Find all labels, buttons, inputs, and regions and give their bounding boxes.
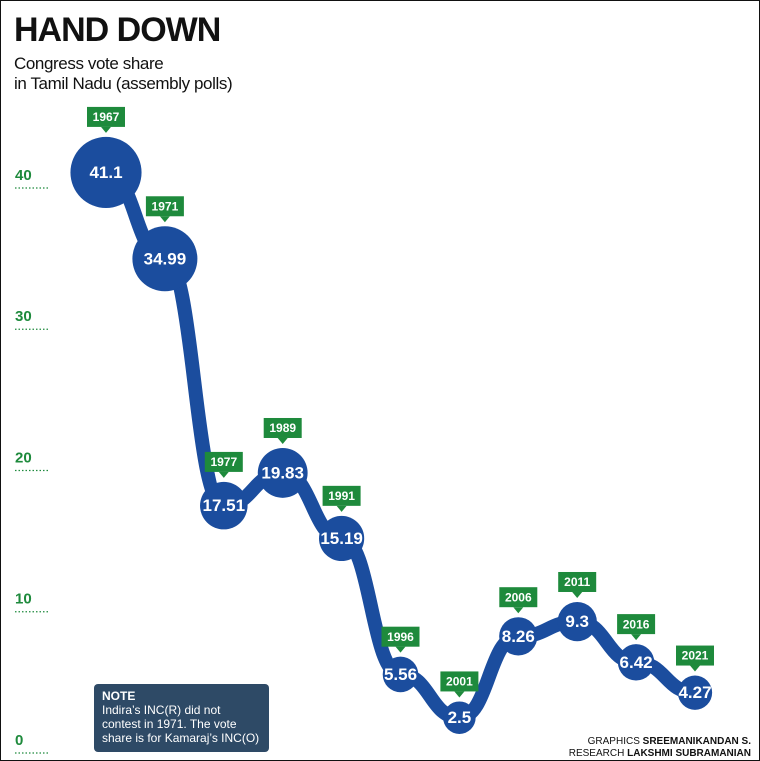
credit-name: LAKSHMI SUBRAMANIAN — [627, 748, 751, 759]
value-label: 41.1 — [89, 163, 122, 182]
year-tag-pointer — [631, 634, 642, 641]
value-label: 6.42 — [620, 653, 653, 672]
subtitle: in Tamil Nadu (assembly polls) — [14, 74, 233, 93]
year-label: 1967 — [93, 110, 120, 124]
point — [443, 701, 476, 734]
point — [257, 447, 308, 498]
value-label: 8.26 — [502, 627, 535, 646]
year-tag — [87, 106, 125, 127]
credit-label: GRAPHICS — [587, 736, 640, 747]
year-label: 2001 — [446, 675, 473, 689]
year-tag-pointer — [454, 691, 465, 698]
year-label: 2011 — [564, 575, 590, 589]
point — [499, 617, 538, 656]
year-label: 1996 — [387, 630, 414, 644]
value-label: 15.19 — [320, 529, 363, 548]
subtitle: Congress vote share — [14, 54, 164, 73]
year-tag-pointer — [513, 607, 524, 614]
year-label: 2021 — [682, 649, 709, 663]
year-tag — [440, 671, 479, 692]
year-tag-pointer — [572, 591, 583, 598]
year-tag-pointer — [395, 646, 406, 653]
year-tag-pointer — [690, 665, 700, 672]
year-tag — [381, 626, 420, 647]
year-tag-pointer — [101, 126, 111, 133]
y-tick-label: 10 — [15, 591, 32, 608]
year-label: 2006 — [505, 590, 532, 604]
year-tag — [322, 485, 361, 506]
year-tag-pointer — [336, 505, 347, 512]
note-box: NOTE Indira’s INC(R) did not contest in … — [94, 684, 269, 752]
value-label: 17.51 — [203, 496, 246, 515]
year-tag — [145, 196, 184, 217]
value-label: 2.5 — [448, 708, 472, 727]
year-tag — [499, 587, 538, 608]
point — [70, 136, 142, 209]
year-tag-pointer — [277, 437, 288, 444]
point — [319, 515, 365, 562]
credit-label: RESEARCH — [568, 748, 625, 759]
credit-name: SREEMANIKANDAN S. — [642, 736, 751, 747]
point — [200, 481, 248, 530]
year-label: 1991 — [328, 489, 355, 503]
year-tag — [263, 417, 302, 438]
credit: RESEARCH LAKSHMI SUBRAMANIAN — [569, 748, 751, 759]
year-tag — [676, 645, 714, 666]
year-tag-pointer — [159, 216, 170, 223]
point — [617, 644, 655, 681]
year-tag — [204, 451, 243, 472]
point — [557, 601, 597, 642]
year-tag — [617, 614, 656, 635]
chart-title: HAND DOWN — [14, 11, 221, 49]
note-text: Indira’s INC(R) did not contest in 1971.… — [102, 703, 260, 745]
point — [677, 675, 713, 710]
year-label: 1989 — [269, 421, 296, 435]
value-label: 9.3 — [565, 612, 589, 631]
y-tick-label: 0 — [15, 732, 23, 749]
value-label: 5.56 — [384, 665, 417, 684]
note-heading: NOTE — [102, 689, 136, 703]
year-tag-pointer — [218, 471, 229, 478]
credit: GRAPHICS SREEMANIKANDAN S. — [588, 736, 751, 747]
point — [382, 656, 419, 693]
y-tick-label: 20 — [15, 449, 32, 466]
value-label: 4.27 — [678, 683, 711, 702]
y-tick-label: 30 — [15, 308, 32, 325]
year-label: 2016 — [623, 617, 650, 631]
year-label: 1971 — [152, 199, 179, 213]
point — [132, 226, 198, 292]
value-label: 34.99 — [144, 249, 187, 268]
year-tag — [558, 571, 597, 592]
value-label: 19.83 — [261, 463, 304, 482]
y-tick-label: 40 — [15, 167, 32, 184]
year-label: 1977 — [210, 455, 237, 469]
